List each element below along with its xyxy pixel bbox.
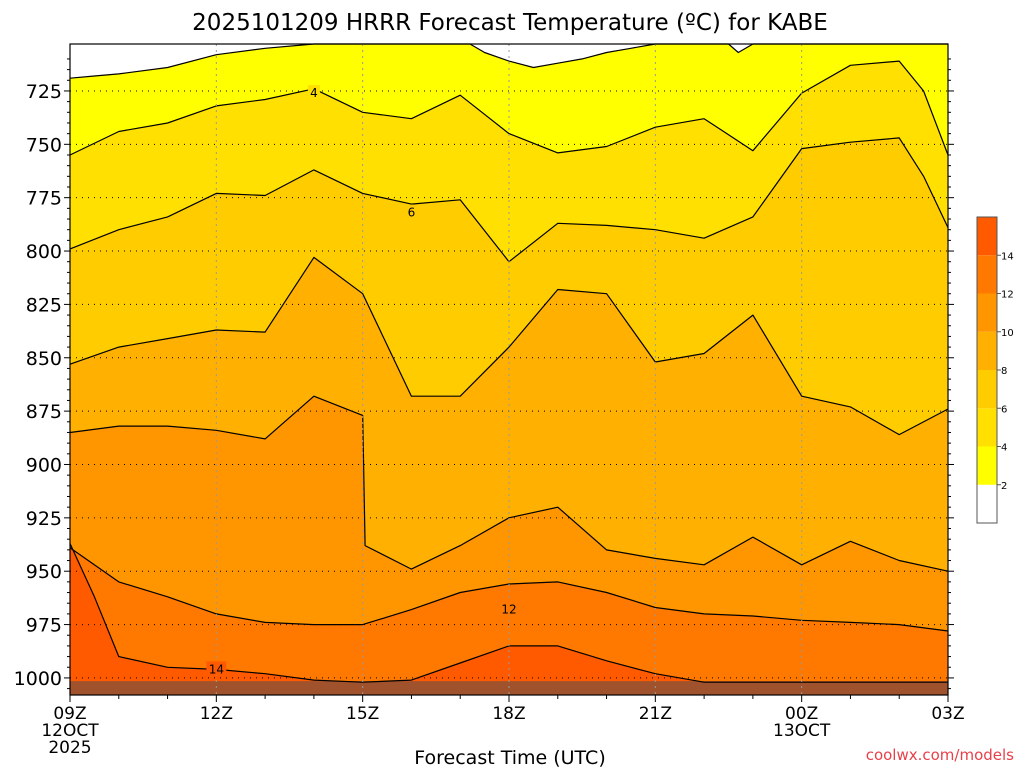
x-tick-label: 00Z [785, 704, 818, 724]
y-tick-label: 925 [26, 508, 62, 530]
contour-label: 14 [209, 662, 224, 676]
contour-band [70, 543, 948, 695]
contour-line [69, 60, 949, 156]
contour-label-bg [206, 661, 227, 676]
colorbar-label: 4 [1001, 443, 1007, 454]
y-tick-label: 900 [26, 454, 62, 476]
x-tick-label: 12OCT [41, 721, 99, 741]
colorbar-swatch [977, 217, 997, 256]
colorbar-label: 10 [1001, 328, 1014, 339]
contour-line [69, 256, 949, 436]
contour-label: 6 [408, 206, 416, 220]
x-tick-label: 18Z [492, 704, 525, 724]
colorbar-label: 8 [1001, 366, 1007, 377]
y-tick-label: 875 [26, 401, 62, 423]
x-tick-label: 2025 [48, 738, 91, 758]
contour-label-bg [307, 85, 320, 100]
colorbar-swatch [977, 446, 997, 485]
contour-line [69, 543, 948, 683]
y-tick-label: 950 [26, 561, 62, 583]
contour-label-bg [499, 601, 519, 616]
x-tick-label: 21Z [639, 704, 672, 724]
x-tick-label: 03Z [931, 704, 964, 724]
y-tick-label: 975 [26, 615, 62, 637]
contour-label: 12 [501, 603, 516, 617]
contour-line [69, 137, 949, 263]
ground-band [70, 681, 948, 695]
x-axis-label: Forecast Time (UTC) [414, 747, 605, 768]
credit-text: coolwx.com/models [866, 746, 1014, 764]
colorbar-swatch [977, 484, 997, 523]
x-tick-label: 13OCT [773, 721, 831, 741]
colorbar-label: 14 [1001, 251, 1014, 262]
x-tick-label: 12Z [200, 704, 233, 724]
contour-label: 4 [310, 86, 318, 100]
colorbar-label: 2 [1001, 481, 1007, 492]
colorbar-swatch [977, 331, 997, 370]
y-tick-label: 775 [26, 188, 62, 210]
colorbar-swatch [977, 293, 997, 332]
contour-labels: 4 6 12 14 [206, 85, 519, 676]
colorbar: 2 4 6 8 10 12 14 [976, 216, 1014, 524]
y-tick-label: 750 [26, 134, 62, 156]
x-tick-label: 15Z [346, 704, 379, 724]
chart-title: 2025101209 HRRR Forecast Temperature (ºC… [192, 10, 828, 36]
y-tick-label: 725 [26, 81, 62, 103]
colorbar-swatch [977, 408, 997, 447]
colorbar-swatch [977, 255, 997, 294]
y-axis: 725 750 775 800 825 850 875 900 925 950 975 1000 [14, 58, 954, 690]
x-tick-label: 09Z [53, 704, 86, 724]
contour-line [69, 395, 949, 572]
y-tick-label: 800 [26, 241, 62, 263]
y-tick-label: 850 [26, 348, 62, 370]
colorbar-label: 12 [1001, 290, 1014, 301]
y-tick-label: 1000 [14, 668, 62, 690]
y-tick-label: 825 [26, 294, 62, 316]
colorbar-swatch [977, 370, 997, 409]
ground-layer [70, 681, 948, 695]
grid-lines [70, 44, 948, 695]
contour-label-bg [405, 204, 418, 219]
colorbar-label: 6 [1001, 404, 1007, 415]
